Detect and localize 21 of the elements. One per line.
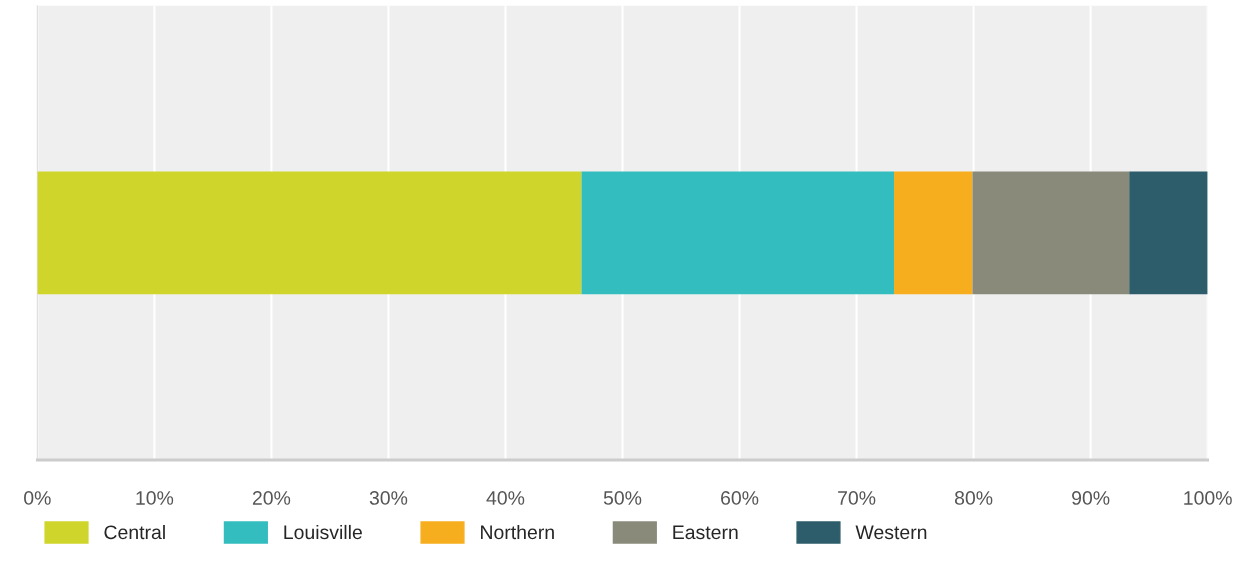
bar	[581, 171, 895, 295]
bar	[1129, 171, 1208, 295]
x-tick-label: 20%	[252, 491, 291, 505]
x-tick-label: 60%	[721, 491, 759, 505]
legend-label: Northern	[481, 524, 554, 540]
bar	[972, 171, 1130, 295]
x-tick-label: 70%	[838, 491, 876, 505]
x-tick-label: 40%	[486, 491, 525, 505]
legend-label: Western	[855, 525, 927, 540]
bar	[894, 171, 973, 295]
legend-label: Louisville	[284, 524, 362, 540]
x-tick-label: 100%	[1184, 491, 1232, 505]
x-tick-label: 30%	[369, 491, 408, 505]
x-tick-label: 10%	[136, 491, 174, 505]
legend-label: Central	[104, 524, 165, 540]
x-tick-label: 50%	[603, 491, 642, 505]
x-tick-label: 80%	[954, 491, 993, 505]
x-tick-label: 0%	[24, 491, 51, 505]
bar	[37, 171, 582, 295]
x-tick-label: 90%	[1072, 491, 1110, 505]
legend-label: Eastern	[673, 525, 738, 540]
